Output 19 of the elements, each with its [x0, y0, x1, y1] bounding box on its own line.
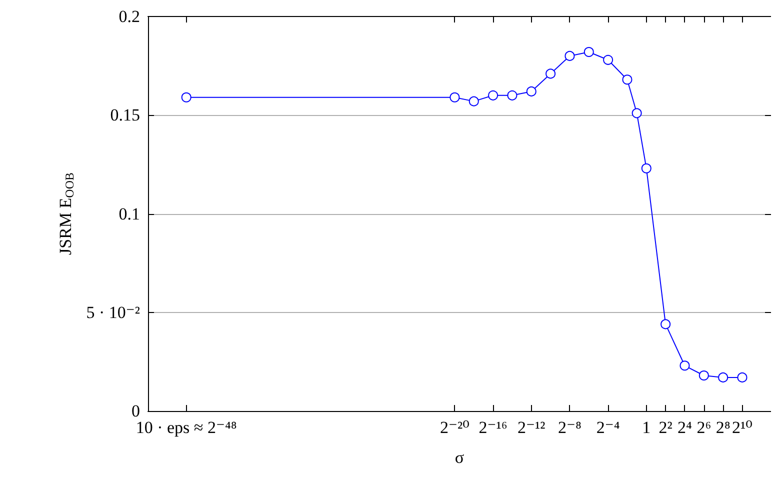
y-tick-label: 0.15	[110, 106, 140, 125]
x-tick-label: 2⁻¹²	[518, 418, 546, 437]
y-tick-label: 0.2	[118, 7, 140, 26]
x-tick-label: 2⁻²⁰	[440, 418, 470, 437]
x-tick-label: 2⁶	[696, 418, 712, 437]
x-tick-label: 2⁻¹⁶	[478, 418, 508, 437]
x-tick-label: 1	[642, 418, 651, 437]
x-tick-label: 2⁸	[716, 418, 730, 437]
y-tick-label: 5 · 10⁻²	[86, 302, 140, 322]
x-tick-label: 2⁻⁴	[596, 418, 620, 437]
x-tick-label: 2²	[658, 418, 672, 437]
y-tick-label: 0.1	[118, 204, 140, 224]
x-tick-label: 2¹⁰	[732, 418, 753, 437]
x-tick-label: 10 · eps ≈ 2⁻⁴⁸	[136, 418, 237, 437]
y-axis-title: JSRM EOOB	[56, 172, 76, 256]
x-tick-label: 2⁴	[678, 418, 692, 437]
x-axis-title: σ	[454, 448, 464, 467]
y-tick-label: 0	[132, 402, 140, 420]
x-tick-label: 2⁻⁸	[558, 418, 582, 437]
